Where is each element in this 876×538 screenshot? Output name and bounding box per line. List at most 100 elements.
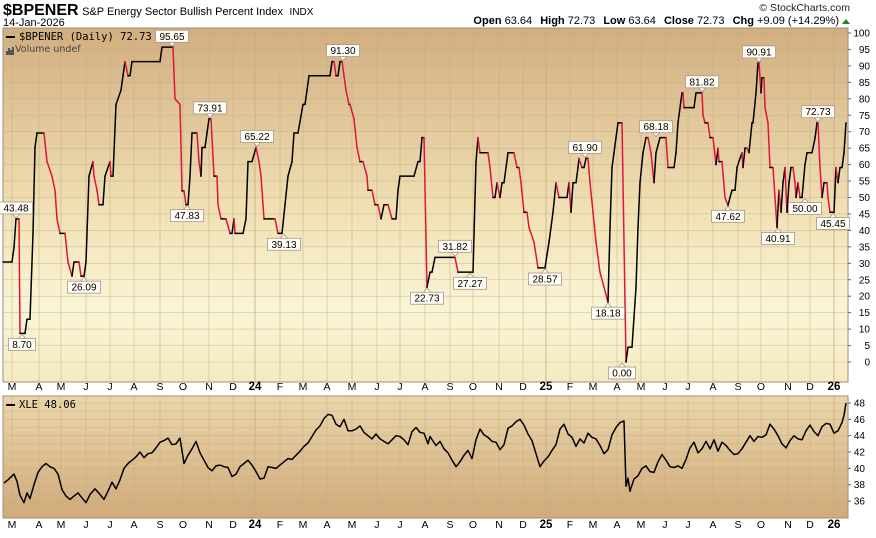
svg-text:75: 75 — [859, 111, 871, 122]
low-value: 63.64 — [628, 15, 656, 27]
x-tick-label: O — [756, 381, 766, 393]
x-tick-label: M — [347, 519, 357, 531]
svg-text:55: 55 — [859, 177, 871, 188]
x-tick-label: M — [298, 519, 308, 531]
x-tick-label: M — [298, 381, 308, 393]
symbol: $BPENER — [3, 2, 79, 19]
x-tick-label: S — [734, 381, 742, 393]
svg-text:85: 85 — [859, 78, 871, 89]
svg-text:65.22: 65.22 — [244, 132, 269, 143]
x-tick-label: N — [784, 519, 792, 531]
svg-text:15: 15 — [859, 308, 871, 319]
x-tick-label: D — [806, 381, 814, 393]
copyright: © StockCharts.com — [759, 2, 850, 14]
x-tick-label: N — [784, 381, 792, 393]
x-tick-label: M — [56, 381, 66, 393]
x-tick-label: S — [446, 381, 454, 393]
annotation-label: 61.90 — [568, 140, 602, 158]
annotation-label: 0.00 — [608, 362, 637, 380]
svg-text:0: 0 — [864, 358, 870, 369]
exchange: INDX — [289, 7, 314, 18]
svg-text:45: 45 — [859, 209, 871, 220]
symbol-description: S&P Energy Sector Bullish Percent Index — [82, 6, 284, 18]
upper-y-axis: 0 5 10 15 20 25 30 35 40 45 50 55 60 65 70 75 80 85 90 95 10… — [848, 29, 870, 369]
annotation-label: 27.27 — [453, 272, 487, 290]
x-tick-label: J — [374, 519, 380, 531]
annotation-label: 47.83 — [170, 205, 204, 222]
lower-legend-text: XLE 48.06 — [19, 399, 76, 411]
svg-text:43.48: 43.48 — [3, 203, 28, 214]
annotation-label: 26.09 — [67, 276, 101, 294]
x-tick-label: A — [613, 381, 621, 393]
x-tick-label: O — [178, 519, 188, 531]
x-tick-label: M — [588, 519, 598, 531]
svg-text:22.73: 22.73 — [414, 294, 439, 305]
x-tick-label: D — [519, 381, 527, 393]
svg-text:40: 40 — [854, 464, 866, 475]
svg-text:91.30: 91.30 — [330, 46, 355, 57]
svg-text:40.91: 40.91 — [765, 234, 790, 245]
svg-text:0.00: 0.00 — [612, 369, 632, 380]
volume-legend-text: Volume undef — [15, 44, 81, 55]
svg-text:38: 38 — [854, 480, 866, 491]
ohlc-summary: Open 63.64 High 72.73 Low 63.64 Close 72… — [473, 15, 850, 27]
svg-text:18.18: 18.18 — [595, 309, 620, 320]
x-tick-label: O — [756, 519, 766, 531]
chart-date: 14-Jan-2026 — [3, 17, 65, 29]
svg-text:68.18: 68.18 — [643, 122, 668, 133]
x-tick-label: M — [347, 381, 357, 393]
x-tick-label: 26 — [827, 519, 841, 531]
svg-text:27.27: 27.27 — [457, 279, 482, 290]
svg-text:40: 40 — [859, 226, 871, 237]
x-tick-label: O — [468, 519, 478, 531]
x-tick-label: M — [7, 519, 17, 531]
annotation-label: 68.18 — [639, 120, 673, 138]
svg-text:73.91: 73.91 — [197, 103, 222, 114]
upper-x-axis: M A M J J A S O N D 24 F M A M J J A S O N D 25 F M A M J J A S O N D 26 — [0, 381, 876, 394]
x-tick-label: A — [35, 519, 43, 531]
svg-text:95.65: 95.65 — [159, 32, 184, 43]
open-label: Open — [473, 15, 502, 27]
x-tick-label: O — [468, 381, 478, 393]
svg-text:26.09: 26.09 — [71, 283, 96, 294]
svg-text:31.82: 31.82 — [442, 242, 467, 253]
x-tick-label: O — [178, 381, 188, 393]
x-tick-label: 24 — [248, 519, 262, 531]
svg-text:44: 44 — [854, 431, 866, 442]
x-tick-label: J — [397, 519, 403, 531]
x-tick-label: D — [229, 381, 237, 393]
lower-legend: XLE 48.06 — [6, 399, 76, 411]
x-tick-label: 24 — [248, 381, 262, 393]
svg-text:36: 36 — [854, 497, 866, 508]
svg-text:5: 5 — [864, 341, 870, 352]
svg-text:95: 95 — [859, 45, 871, 56]
annotation-label: 81.82 — [685, 75, 719, 93]
x-tick-label: J — [662, 519, 668, 531]
upper-legend-text: $BPENER (Daily) 72.73 — [19, 31, 152, 43]
x-tick-label: A — [130, 519, 138, 531]
svg-text:47.62: 47.62 — [715, 212, 740, 223]
annotation-label: 73.91 — [193, 101, 227, 119]
x-tick-label: A — [421, 519, 429, 531]
close-label: Close — [663, 15, 694, 27]
legend-line-icon — [6, 36, 15, 38]
x-tick-label: F — [276, 381, 284, 393]
x-tick-label: D — [519, 519, 527, 531]
annotation-label: 72.73 — [801, 105, 835, 123]
annotation-label: 90.91 — [742, 45, 776, 63]
x-tick-label: 25 — [539, 381, 553, 393]
x-tick-label: 25 — [539, 519, 553, 531]
annotation-label: 18.18 — [591, 302, 625, 320]
x-tick-label: A — [130, 381, 138, 393]
annotation-label: 22.73 — [410, 287, 444, 305]
svg-text:25: 25 — [859, 275, 871, 286]
x-tick-label: N — [205, 381, 213, 393]
x-tick-label: N — [495, 519, 503, 531]
x-tick-label: J — [83, 381, 89, 393]
chart-title: $BPENER S&P Energy Sector Bullish Percen… — [3, 2, 313, 20]
svg-text:80: 80 — [859, 94, 871, 105]
high-label: High — [540, 15, 565, 27]
volume-legend: Volume undef — [6, 44, 81, 55]
svg-text:39.13: 39.13 — [271, 240, 296, 251]
svg-text:61.90: 61.90 — [572, 143, 597, 154]
